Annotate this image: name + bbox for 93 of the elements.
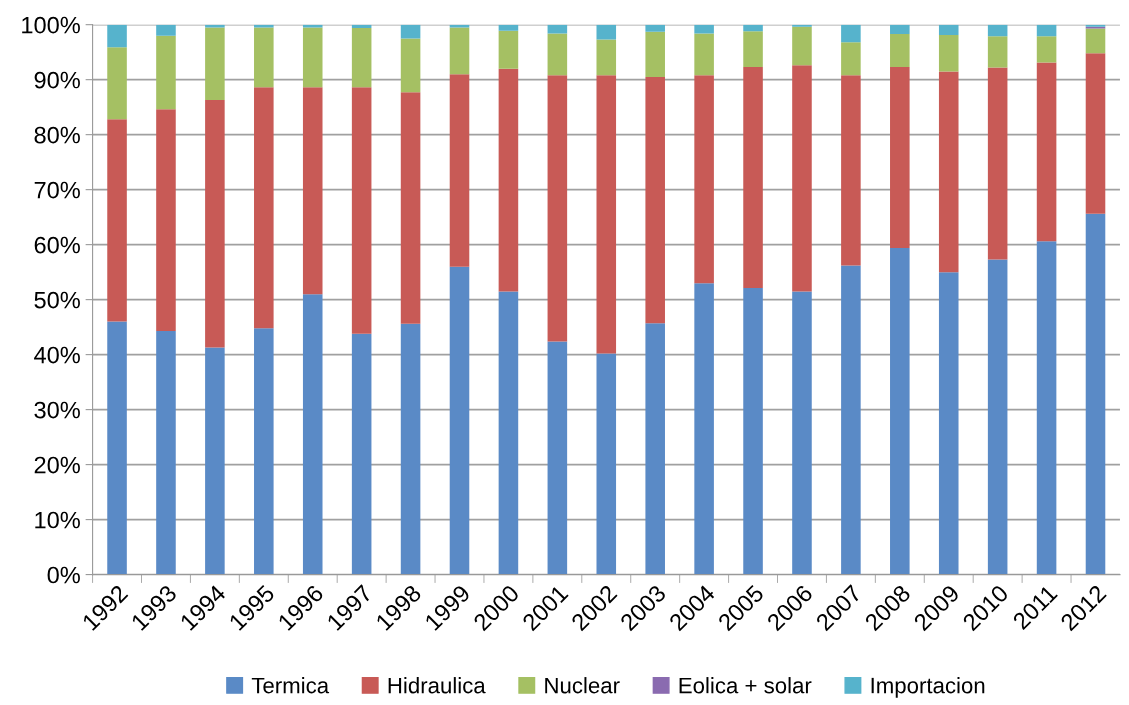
bar xyxy=(596,24,617,40)
bar xyxy=(547,75,568,342)
bar xyxy=(498,24,519,31)
bar xyxy=(743,31,763,68)
bar xyxy=(938,24,959,36)
bar xyxy=(351,27,372,88)
bar xyxy=(205,347,225,575)
bar xyxy=(302,27,323,88)
bar xyxy=(938,272,959,575)
bar xyxy=(156,24,176,36)
legend-label: Eolica + solar xyxy=(679,677,812,694)
bar xyxy=(254,87,274,329)
bar xyxy=(547,33,568,76)
bar xyxy=(987,67,1008,260)
bar xyxy=(792,65,812,292)
bar xyxy=(254,27,274,88)
bar xyxy=(645,76,665,324)
bar xyxy=(743,67,763,289)
bar xyxy=(890,247,910,575)
bar xyxy=(938,35,959,72)
y-tick-label: 30% xyxy=(34,401,80,419)
bar xyxy=(1085,213,1106,575)
legend-label: Termica xyxy=(251,677,330,694)
bar xyxy=(645,31,665,77)
bar xyxy=(645,323,665,575)
bar xyxy=(107,47,127,120)
y-tick-label: 50% xyxy=(34,291,80,309)
bar xyxy=(987,36,1008,68)
bar xyxy=(1085,53,1106,214)
bar xyxy=(890,24,910,35)
bar xyxy=(1036,62,1057,242)
legend-label: Nuclear xyxy=(545,677,620,694)
bar xyxy=(498,291,519,575)
bar xyxy=(596,75,617,354)
bar xyxy=(547,341,568,575)
bar xyxy=(694,33,714,76)
bar xyxy=(400,323,421,575)
bar xyxy=(596,39,617,76)
bar xyxy=(987,24,1008,37)
legend-label: Importacion xyxy=(871,677,985,698)
bar xyxy=(449,266,470,575)
bar xyxy=(743,288,763,575)
bar xyxy=(694,24,714,34)
bar xyxy=(938,71,959,273)
bar xyxy=(400,24,421,39)
bar xyxy=(841,75,861,266)
bar xyxy=(107,24,127,48)
bar xyxy=(156,109,176,331)
y-tick-label: 100% xyxy=(22,16,80,34)
bar xyxy=(107,321,127,575)
y-tick-label: 20% xyxy=(34,456,80,474)
bar xyxy=(743,24,763,32)
bar xyxy=(156,35,176,110)
bar xyxy=(1036,241,1057,575)
bar xyxy=(498,68,519,292)
bar xyxy=(107,119,127,322)
y-tick-label: 10% xyxy=(35,511,80,529)
bar xyxy=(302,87,323,295)
bar xyxy=(1036,36,1057,63)
bar xyxy=(987,259,1008,575)
y-tick-label: 70% xyxy=(34,181,80,199)
bar xyxy=(205,27,225,101)
bar xyxy=(1085,28,1106,54)
bar xyxy=(449,74,470,267)
bar xyxy=(694,283,714,575)
bar xyxy=(156,330,176,575)
bar xyxy=(596,353,617,575)
bar xyxy=(254,328,274,575)
bar xyxy=(792,26,812,66)
bar xyxy=(498,30,519,69)
bar xyxy=(890,67,910,248)
bar xyxy=(645,24,665,32)
y-tick-label: 60% xyxy=(34,236,80,254)
bar xyxy=(792,24,812,27)
bar xyxy=(351,333,372,575)
bar xyxy=(302,294,323,575)
bar xyxy=(694,75,714,284)
y-tick-label: 90% xyxy=(34,71,80,89)
legend-label: Hidraulica xyxy=(388,677,486,694)
bar xyxy=(205,100,225,348)
bar xyxy=(351,87,372,334)
y-tick-label: 80% xyxy=(34,126,80,144)
bar xyxy=(841,42,861,76)
bar xyxy=(792,291,812,575)
bar xyxy=(400,38,421,93)
bar xyxy=(841,265,861,575)
y-tick-label: 40% xyxy=(34,346,80,364)
bar xyxy=(400,92,421,324)
bar xyxy=(841,24,861,43)
y-tick-label: 0% xyxy=(47,566,80,584)
bar xyxy=(890,34,910,68)
bar xyxy=(1036,24,1057,37)
bar xyxy=(449,27,470,75)
